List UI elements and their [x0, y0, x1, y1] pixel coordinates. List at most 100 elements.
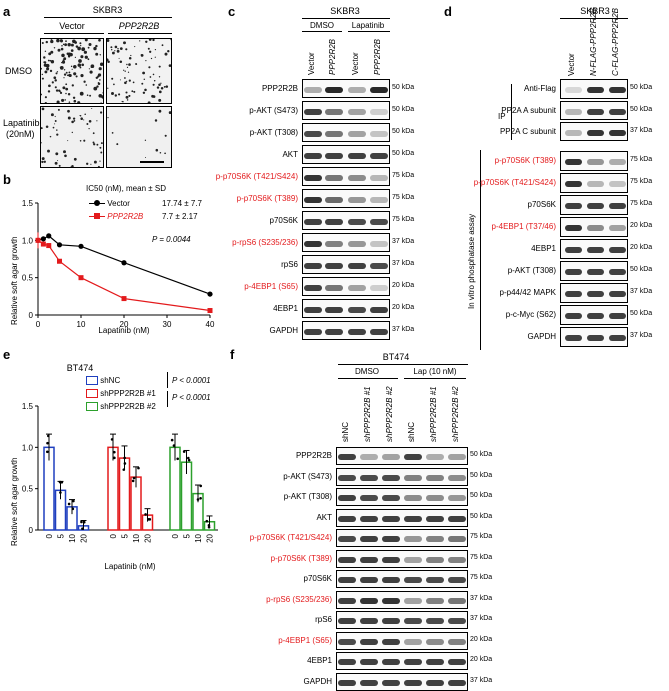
colony-dot [128, 63, 131, 66]
colony-dot [71, 49, 74, 52]
colony-dot [83, 119, 84, 120]
panel-c-band [370, 109, 388, 115]
colony-dot [67, 110, 70, 113]
panel-b-legend-title: IC50 (nM), mean ± SD [86, 184, 166, 193]
colony-dot [127, 99, 129, 101]
panel-d-band [609, 335, 626, 341]
panel-f-lane-label: shPPP2R2B #1 [363, 386, 372, 442]
panel-letter-a: a [3, 4, 10, 19]
colony-dot [46, 67, 49, 70]
panel-c-band [348, 175, 366, 181]
colony-dot [125, 91, 127, 93]
colony-dot [63, 57, 66, 60]
panel-f-kda-label: 37 kDa [470, 595, 492, 603]
colony-dot [89, 68, 90, 69]
colony-dot [71, 66, 72, 67]
colony-dot [100, 54, 101, 55]
panel-c-band [304, 219, 322, 225]
panel-f-blot-label: p-AKT (T308) [192, 492, 332, 501]
panel-f-band [448, 598, 466, 604]
colony-dot [100, 102, 101, 103]
panel-f-blot-strip [336, 591, 468, 609]
colony-dot [64, 73, 66, 75]
panel-c-band [325, 219, 343, 225]
panel-d-blot-label: p70S6K [416, 200, 556, 209]
colony-dot [135, 63, 137, 65]
panel-f-band [360, 659, 378, 665]
panel-f-blot-strip [336, 447, 468, 465]
panel-f-kda-label: 50 kDa [470, 472, 492, 480]
panel-c-band [304, 241, 322, 247]
panel-c-band [304, 153, 322, 159]
colony-dot [62, 86, 65, 89]
panel-f-blot-label: p-4EBP1 (S65) [192, 636, 332, 645]
panel-c-kda-label: 37 kDa [392, 260, 414, 268]
panel-e-x-tick-label: 0 [171, 533, 180, 538]
colony-dot [55, 116, 56, 117]
panel-e-pvalue-2: P < 0.0001 [172, 393, 211, 402]
colony-dot [60, 67, 61, 68]
panel-c-band [348, 329, 366, 335]
colony-dot [98, 39, 101, 42]
panel-f-band [360, 598, 378, 604]
data-dot [61, 481, 64, 484]
colony-dot [44, 64, 47, 67]
colony-dot [73, 72, 76, 75]
panel-f-band [448, 659, 466, 665]
panel-f-lane-label: shNC [407, 422, 416, 442]
panel-d-band [609, 203, 626, 209]
panel-f-band [382, 475, 400, 481]
panel-c-band [325, 153, 343, 159]
panel-c-band [325, 307, 343, 313]
colony-dot [134, 46, 135, 47]
panel-e-legend-sh2: shPPP2R2B #2 [86, 402, 156, 411]
colony-dot [80, 55, 83, 58]
panel-f-lane-label: shPPP2R2B #2 [385, 386, 394, 442]
colony-dot [61, 99, 64, 102]
panel-f-band [360, 639, 378, 645]
panel-c-lane-label: PPP2R2B [373, 39, 382, 75]
colony-dot [155, 119, 157, 121]
colony-dot [42, 78, 44, 80]
panel-d-blot-label: GAPDH [416, 332, 556, 341]
panel-c-kda-label: 50 kDa [392, 84, 414, 92]
colony-dot [78, 63, 82, 67]
panel-c-blot-label: p-AKT (T308) [158, 128, 298, 137]
data-dot [81, 527, 84, 530]
colony-dot [41, 142, 42, 143]
colony-dot [50, 40, 53, 43]
data-dot [183, 450, 186, 453]
colony-dot [99, 147, 101, 149]
panel-d-band [609, 87, 626, 93]
colony-dot [124, 77, 126, 79]
colony-dot [159, 66, 161, 68]
colony-dot [97, 75, 99, 77]
colony-dot [128, 95, 130, 97]
colony-dot [86, 123, 88, 125]
colony-dot [45, 102, 47, 104]
colony-dot [126, 81, 127, 82]
colony-dot [48, 60, 50, 62]
colony-dot [64, 69, 65, 70]
colony-dot [41, 68, 42, 70]
panel-f-group-dmso: DMSO [334, 367, 400, 376]
panel-d-band [565, 159, 582, 165]
colony-dot [126, 96, 129, 99]
colony-dot [125, 48, 127, 50]
panel-d-blot-label: Anti-Flag [416, 84, 556, 93]
panel-f-kda-label: 37 kDa [470, 677, 492, 685]
colony-dot [42, 108, 45, 111]
panel-f-blot-strip [336, 468, 468, 486]
panel-a-row-lapatinib-dose: (20nM) [6, 129, 35, 139]
panel-d-lane-label: N-FLAG-PPP2R2B [589, 8, 598, 76]
colony-dot [101, 95, 104, 98]
panel-e-legend-sh1: shPPP2R2B #1 [86, 389, 156, 398]
panel-f-band [404, 618, 422, 624]
colony-dot [45, 96, 47, 98]
panel-f-band [382, 659, 400, 665]
colony-dot [64, 154, 67, 157]
colony-dot [107, 39, 109, 42]
colony-dot [64, 99, 66, 101]
panel-d-band [587, 181, 604, 187]
data-dot [59, 491, 62, 494]
